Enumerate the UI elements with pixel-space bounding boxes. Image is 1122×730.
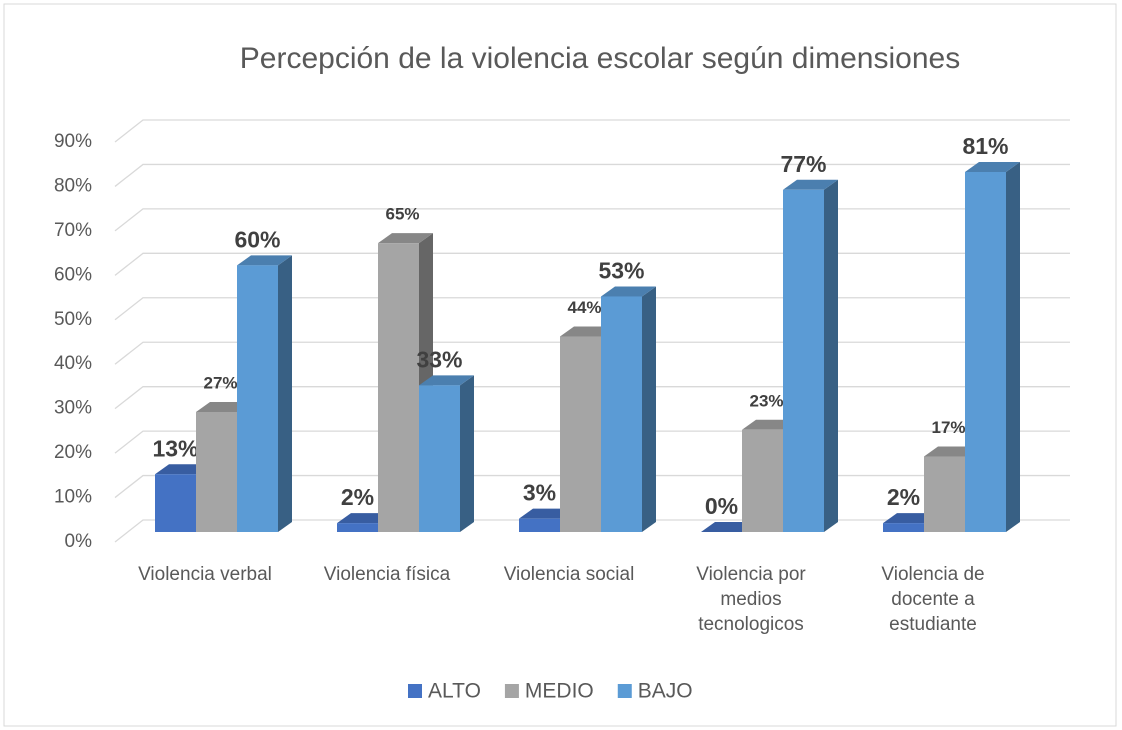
legend-swatch bbox=[617, 684, 632, 698]
data-label: 81% bbox=[962, 133, 1008, 159]
legend-label: BAJO bbox=[638, 680, 693, 703]
data-label: 33% bbox=[416, 346, 462, 372]
grid-line bbox=[114, 252, 1070, 276]
chart-title: Percepción de la violencia escolar según… bbox=[240, 42, 960, 75]
x-tick-label: Violencia de docente a estudiante bbox=[881, 564, 985, 635]
x-tick-label: Violencia verbal bbox=[138, 564, 272, 585]
legend-swatch bbox=[408, 684, 422, 698]
y-tick-label: 90% bbox=[54, 131, 92, 152]
y-tick-label: 70% bbox=[54, 220, 92, 241]
grid-line bbox=[114, 341, 1070, 365]
data-label: 0% bbox=[705, 493, 738, 519]
data-label: 2% bbox=[887, 484, 920, 510]
bar-top bbox=[783, 179, 838, 190]
bar bbox=[742, 429, 783, 532]
y-tick-label: 30% bbox=[54, 398, 92, 419]
x-tick-label: Violencia por medios tecnologicos bbox=[696, 564, 806, 635]
grid-line bbox=[114, 297, 1070, 321]
bar bbox=[601, 296, 642, 532]
chart-border bbox=[3, 3, 1117, 727]
grid-line bbox=[114, 208, 1070, 232]
data-label: 65% bbox=[385, 205, 419, 224]
bar bbox=[965, 172, 1006, 532]
grid-line bbox=[114, 386, 1070, 410]
data-label: 44% bbox=[567, 298, 601, 317]
bar-side bbox=[460, 375, 474, 532]
grid-line bbox=[114, 163, 1070, 187]
bar-top bbox=[965, 162, 1020, 172]
legend-swatch bbox=[504, 684, 519, 698]
bar bbox=[419, 385, 460, 532]
y-tick-label: 50% bbox=[54, 309, 92, 330]
legend-label: MEDIO bbox=[525, 680, 594, 703]
x-tick-label: Violencia física bbox=[323, 564, 451, 585]
bar bbox=[783, 189, 824, 532]
bar-top bbox=[378, 233, 433, 244]
data-label: 77% bbox=[780, 151, 826, 177]
bar bbox=[196, 412, 237, 532]
data-label: 53% bbox=[598, 258, 644, 284]
y-tick-label: 80% bbox=[54, 175, 92, 196]
bar-side bbox=[824, 179, 838, 532]
bar-top bbox=[237, 255, 292, 266]
bar-side bbox=[1006, 162, 1020, 532]
bar bbox=[560, 336, 601, 532]
y-tick-label: 20% bbox=[54, 442, 92, 463]
data-label: 2% bbox=[341, 484, 374, 510]
y-tick-label: 0% bbox=[65, 531, 93, 552]
data-label: 27% bbox=[203, 373, 237, 392]
bar bbox=[155, 474, 196, 532]
bar-side bbox=[642, 286, 656, 532]
data-label: 13% bbox=[152, 435, 198, 461]
bar bbox=[378, 243, 419, 532]
bar-top bbox=[601, 286, 656, 297]
bar bbox=[337, 523, 378, 532]
bar bbox=[883, 523, 924, 532]
y-tick-label: 10% bbox=[54, 487, 92, 508]
x-tick-label: Violencia social bbox=[503, 564, 635, 585]
data-label: 23% bbox=[749, 391, 783, 410]
legend-label: ALTO bbox=[428, 680, 481, 703]
data-label: 17% bbox=[931, 418, 965, 437]
y-tick-label: 60% bbox=[54, 264, 92, 285]
bar bbox=[237, 265, 278, 532]
bar-top bbox=[419, 375, 474, 386]
bar bbox=[519, 518, 560, 532]
grid-line bbox=[114, 119, 1070, 143]
y-tick-label: 40% bbox=[54, 353, 92, 374]
data-label: 3% bbox=[523, 480, 556, 506]
bar bbox=[924, 456, 965, 532]
bar-side bbox=[278, 255, 292, 533]
data-label: 60% bbox=[234, 226, 280, 252]
